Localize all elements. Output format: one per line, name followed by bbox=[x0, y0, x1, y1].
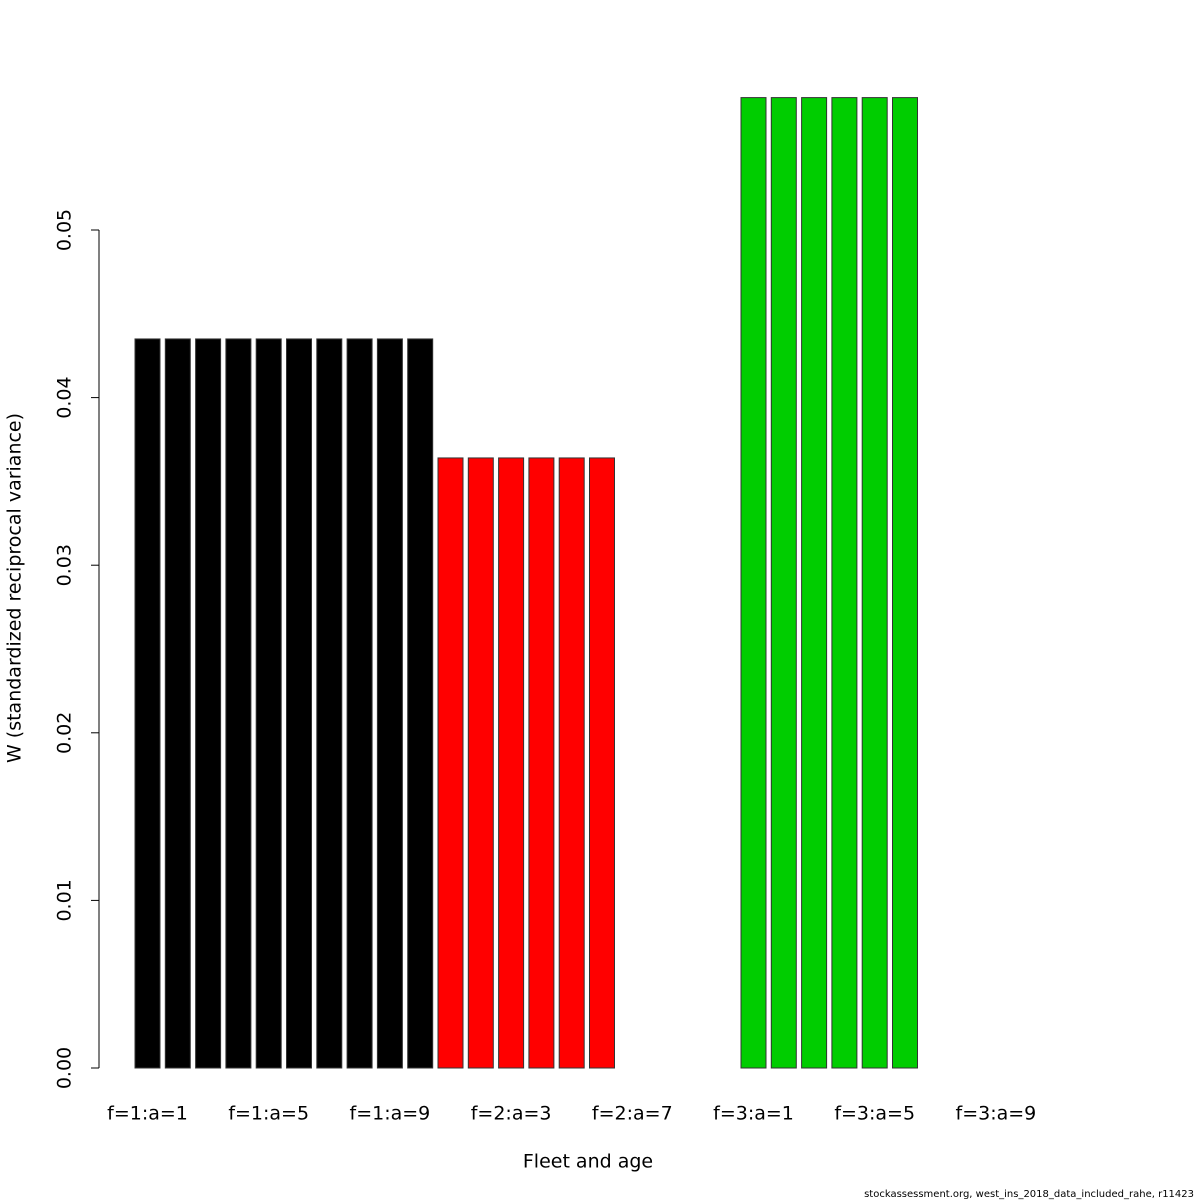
x-tick-label: f=1:a=1 bbox=[107, 1103, 188, 1125]
bar bbox=[225, 338, 252, 1069]
y-axis-title: W (standardized reciprocal variance) bbox=[4, 413, 26, 763]
bar bbox=[740, 97, 767, 1069]
bar bbox=[255, 338, 282, 1069]
bar bbox=[558, 457, 585, 1069]
x-tick-label: f=3:a=5 bbox=[834, 1103, 915, 1125]
bar bbox=[861, 97, 888, 1069]
bar bbox=[134, 338, 161, 1069]
y-tick-label: 0.04 bbox=[54, 376, 76, 418]
bar bbox=[286, 338, 312, 1069]
y-tick-label: 0.00 bbox=[54, 1047, 76, 1089]
x-tick-label: f=1:a=9 bbox=[350, 1103, 431, 1125]
y-tick-label: 0.02 bbox=[54, 712, 76, 754]
bar bbox=[164, 338, 191, 1069]
bar bbox=[407, 338, 434, 1069]
x-tick-label: f=3:a=9 bbox=[956, 1103, 1037, 1125]
x-axis-title: Fleet and age bbox=[523, 1151, 653, 1173]
x-tick-label: f=2:a=7 bbox=[592, 1103, 673, 1125]
bar bbox=[498, 457, 525, 1069]
bar bbox=[437, 457, 464, 1069]
y-tick-label: 0.01 bbox=[54, 879, 76, 921]
bar bbox=[892, 97, 918, 1069]
bar bbox=[346, 338, 373, 1069]
x-tick-label: f=3:a=1 bbox=[713, 1103, 794, 1125]
bar bbox=[195, 338, 222, 1069]
y-tick-label: 0.05 bbox=[54, 209, 76, 251]
bar bbox=[589, 457, 615, 1069]
bar bbox=[376, 338, 403, 1069]
bar bbox=[831, 97, 858, 1069]
footer: stockassessment.org, west_ins_2018_data_… bbox=[864, 1189, 1194, 1200]
bar bbox=[770, 97, 797, 1069]
bar bbox=[467, 457, 494, 1069]
x-tick-label: f=2:a=3 bbox=[471, 1103, 552, 1125]
x-tick-label: f=1:a=5 bbox=[228, 1103, 309, 1125]
bar bbox=[316, 338, 343, 1069]
y-tick-label: 0.03 bbox=[54, 544, 76, 586]
bar bbox=[528, 457, 555, 1069]
bar bbox=[801, 97, 828, 1069]
